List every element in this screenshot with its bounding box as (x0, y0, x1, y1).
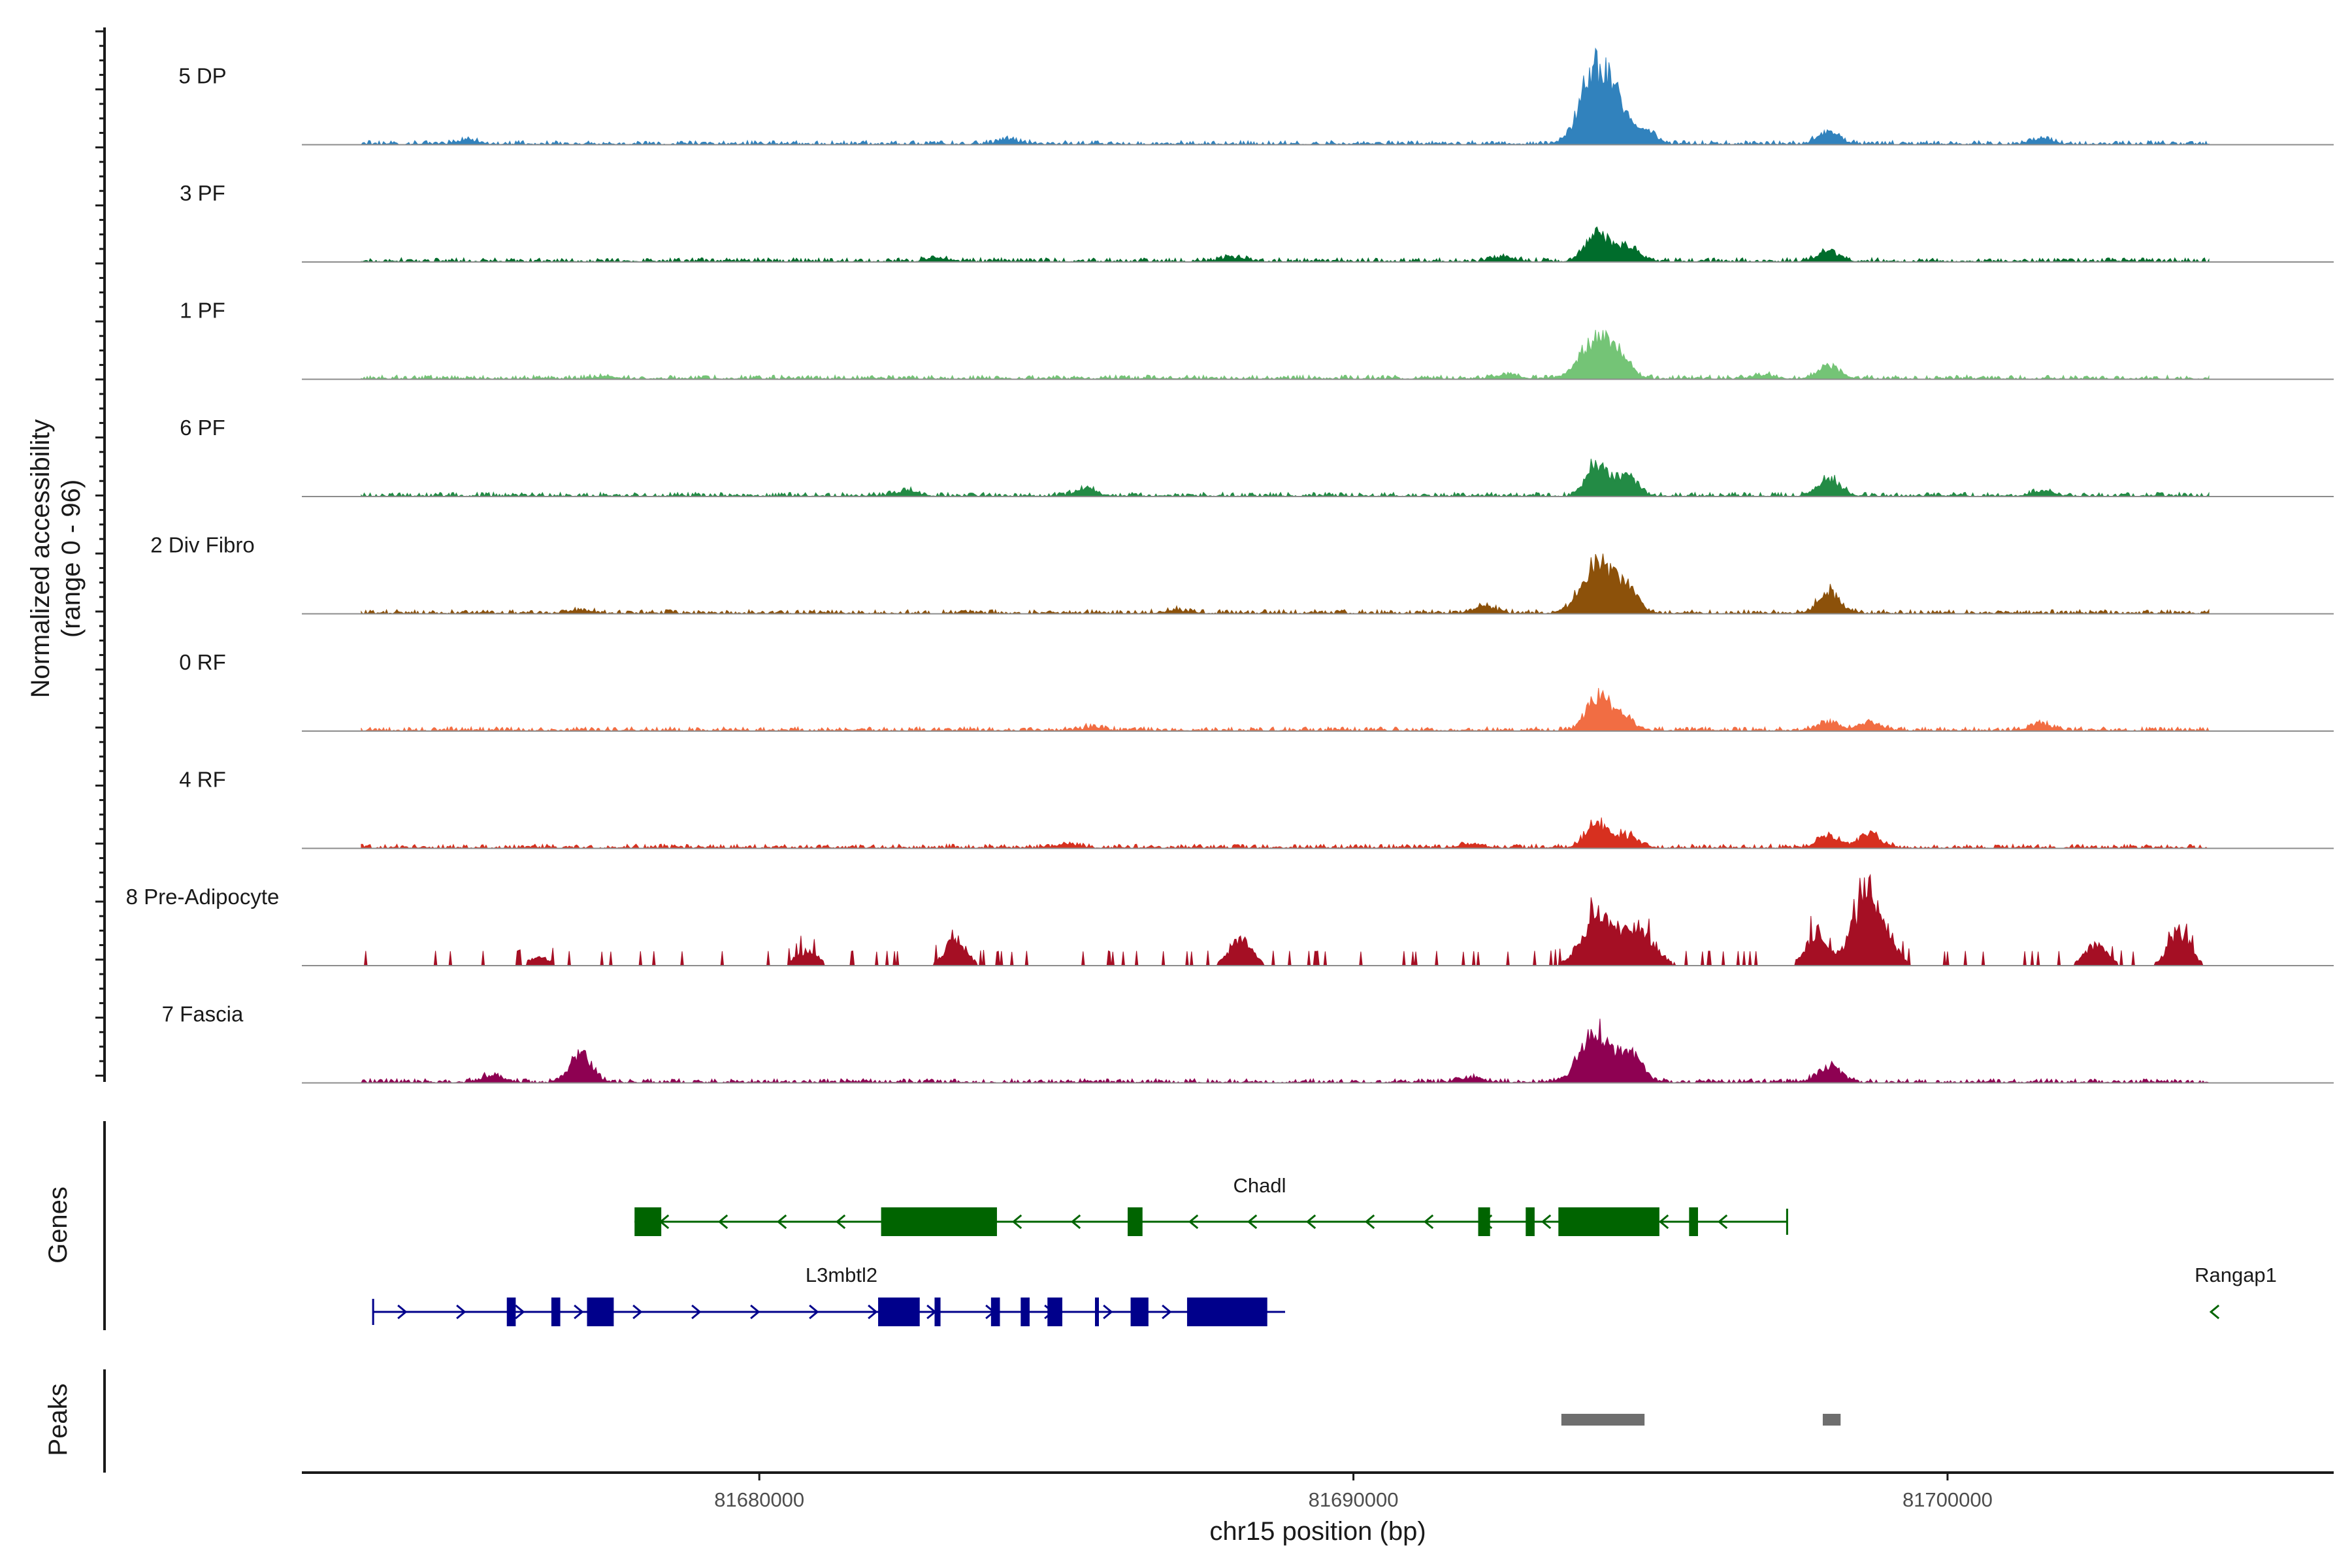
gene-name: Rangap1 (2195, 1264, 2277, 1286)
coverage-tracks: 5 DP 3 PF 1 PF 6 PF 2 Div Fibro 0 RF 4 RF 8 Pre… (126, 47, 2334, 1084)
gene-exon (934, 1298, 941, 1326)
gene-exon (506, 1298, 516, 1326)
strand-arrow (809, 1304, 819, 1320)
gene-exon (1128, 1207, 1143, 1236)
gene-exon (634, 1207, 662, 1236)
gene-exon (881, 1207, 997, 1236)
strand-arrow (574, 1304, 584, 1320)
strand-arrow (1070, 1214, 1081, 1230)
strand-arrow (1717, 1214, 1728, 1230)
strand-arrow (1247, 1214, 1258, 1230)
track-label: 5 DP (178, 64, 226, 88)
strand-arrow (456, 1304, 466, 1320)
gene-exon (990, 1298, 1000, 1326)
peak-regions (1561, 1414, 1841, 1426)
gene-exon (1021, 1298, 1030, 1326)
coverage-area (361, 688, 2210, 732)
peaks-panel-title: Peaks (44, 1383, 73, 1456)
strand-arrow (717, 1214, 728, 1230)
coverage-y-axis-ticks (95, 30, 105, 1077)
strand-arrow (632, 1304, 643, 1320)
gene-exon (1094, 1298, 1099, 1326)
strand-arrow (397, 1304, 408, 1320)
track-label: 1 PF (180, 299, 225, 323)
peak-region (1561, 1414, 1645, 1426)
x-axis-title: chr15 position (bp) (1209, 1517, 1426, 1546)
gene-exon (1558, 1207, 1659, 1236)
strand-arrow (835, 1214, 846, 1230)
gene-exon (1478, 1207, 1490, 1236)
track-label: 7 Fascia (162, 1002, 244, 1026)
strand-arrow (1103, 1304, 1113, 1320)
genes-panel-title: Genes (44, 1186, 73, 1264)
strand-arrow (1364, 1214, 1375, 1230)
strand-arrow (1188, 1214, 1199, 1230)
strand-arrow (1541, 1214, 1552, 1230)
gene-exon (1186, 1298, 1267, 1326)
gene-name: Chadl (1233, 1174, 1286, 1197)
gene-exon (1047, 1298, 1062, 1326)
x-axis-ticks: 81680000 81690000 81700000 (714, 1473, 1993, 1511)
strand-arrow (1658, 1214, 1669, 1230)
strand-arrow (1011, 1214, 1022, 1230)
y-axis-subtitle: (range 0 - 96) (57, 480, 86, 638)
strand-arrow (691, 1304, 702, 1320)
gene-annotations: Chadl L3mbtl2 Rangap1 (372, 1174, 2277, 1326)
track-label: 2 Div Fibro (150, 533, 255, 557)
gene-name: L3mbtl2 (806, 1264, 877, 1286)
strand-arrow (750, 1304, 760, 1320)
track-label: 6 PF (180, 416, 225, 440)
x-tick-label: 81700000 (1903, 1488, 1993, 1511)
gene-exon (878, 1298, 920, 1326)
gene-exon (1526, 1207, 1535, 1236)
x-tick-label: 81680000 (714, 1488, 804, 1511)
y-axis-title: Normalized accessibility (26, 419, 55, 698)
peak-region (1822, 1414, 1841, 1426)
strand-arrow (776, 1214, 787, 1230)
strand-arrow (1423, 1214, 1434, 1230)
strand-arrow (1162, 1304, 1172, 1320)
gene-exon (1689, 1207, 1698, 1236)
track-label: 3 PF (180, 181, 225, 205)
track-label: 0 RF (179, 650, 226, 674)
strand-arrow (515, 1304, 525, 1320)
track-label: 4 RF (179, 768, 226, 792)
x-tick-label: 81690000 (1309, 1488, 1399, 1511)
strand-arrow (1305, 1214, 1316, 1230)
strand-arrow (2209, 1304, 2220, 1320)
gene-exon (551, 1298, 561, 1326)
gene-exon (587, 1298, 614, 1326)
gene-exon (1130, 1298, 1149, 1326)
track-label: 8 Pre-Adipocyte (126, 885, 280, 909)
strand-arrow (868, 1304, 878, 1320)
